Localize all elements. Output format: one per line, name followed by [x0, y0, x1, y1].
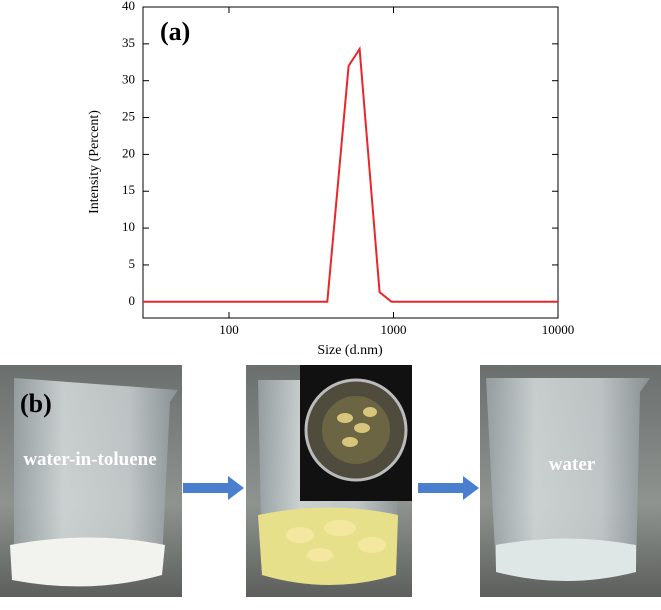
- photo-caption: water-in-toluene: [23, 449, 156, 470]
- y-tick-label: 25: [122, 109, 135, 124]
- arrow: [183, 476, 244, 500]
- panel-label: (b): [20, 389, 52, 418]
- y-tick-label: 40: [122, 0, 135, 13]
- y-axis-label: Intensity (Percent): [87, 110, 102, 214]
- y-tick-label: 15: [122, 182, 135, 197]
- arrow: [418, 476, 479, 500]
- panel-label: (a): [160, 17, 190, 46]
- y-tick-label: 10: [122, 219, 135, 234]
- y-tick-label: 20: [122, 145, 135, 160]
- data-line: [143, 45, 558, 303]
- y-tick-label: 0: [129, 293, 136, 308]
- x-tick-label: 1000: [381, 322, 407, 337]
- x-axis-label: Size (d.nm): [317, 343, 383, 358]
- photo-middle: [246, 365, 412, 597]
- x-tick-label: 10000: [542, 322, 575, 337]
- photo-caption: water: [549, 454, 596, 475]
- x-tick-label: 100: [219, 322, 239, 337]
- photo-right: water: [480, 365, 661, 597]
- plot-frame: [142, 6, 559, 319]
- y-tick-label: 35: [122, 35, 135, 50]
- photo-left: water-in-toluene (b): [0, 365, 182, 597]
- y-tick-label: 30: [122, 72, 135, 87]
- y-tick-label: 5: [129, 256, 136, 271]
